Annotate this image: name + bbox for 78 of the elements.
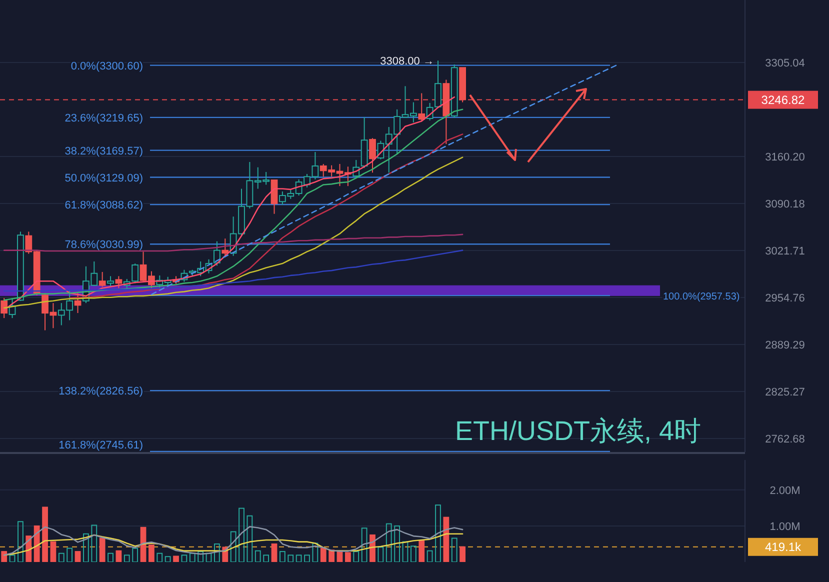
y-tick-label: 3021.71 <box>765 246 805 258</box>
ref-line-label: 78.6%(3030.99) <box>64 239 143 252</box>
line-series <box>3 533 464 556</box>
bar <box>320 548 326 562</box>
bar <box>378 546 384 562</box>
bar <box>353 551 360 562</box>
bar <box>443 516 450 562</box>
y-tick-label: 2825.27 <box>765 386 805 399</box>
y-tick-label: 2.00M <box>770 484 800 497</box>
y-tick-label: 2954.76 <box>765 292 805 305</box>
bar <box>296 554 302 562</box>
bar <box>58 552 64 562</box>
bar <box>99 538 106 562</box>
bar <box>18 521 24 562</box>
y-tick-label: 3305.04 <box>765 58 805 70</box>
line-series <box>3 526 464 556</box>
y-tick-label: 2762.68 <box>765 434 805 446</box>
bar <box>74 551 81 562</box>
bar <box>198 551 204 562</box>
bar <box>116 550 122 562</box>
bar <box>435 504 441 562</box>
bar <box>156 552 163 562</box>
bar <box>164 556 171 562</box>
bar <box>50 541 56 562</box>
ref-line-label: 138.2%(2826.56) <box>58 386 143 398</box>
bar <box>108 552 114 562</box>
y-tick-label: 1.00M <box>770 520 800 533</box>
bar <box>238 508 244 562</box>
bar <box>206 552 212 562</box>
ref-line-label: 3246.82 <box>761 92 806 107</box>
bar <box>254 550 261 562</box>
bar <box>181 554 188 562</box>
bar <box>189 552 196 562</box>
bar <box>402 541 408 562</box>
bar <box>173 556 179 562</box>
bar <box>148 544 154 562</box>
bar <box>280 551 286 562</box>
ref-line-label: 61.8%(3088.62) <box>64 200 143 212</box>
bar <box>344 552 351 562</box>
bar <box>42 506 48 562</box>
bar <box>132 548 138 562</box>
bar <box>460 546 466 562</box>
bar <box>288 554 294 562</box>
bar <box>9 554 16 562</box>
candlestick <box>107 276 114 287</box>
ref-line-label: 50.0%(3129.09) <box>64 172 143 184</box>
line-series <box>150 64 619 296</box>
bar <box>394 525 400 562</box>
y-tick-label: 3160.20 <box>765 152 805 164</box>
bar <box>361 528 368 562</box>
ref-line-label: 23.6%(3219.65) <box>64 112 143 124</box>
bar <box>451 538 458 562</box>
bar <box>418 540 425 562</box>
bar <box>66 548 73 562</box>
ref-line-label: 419.1k <box>764 540 802 554</box>
bar <box>386 523 392 562</box>
y-tick-label: 2889.29 <box>765 340 805 352</box>
bar <box>426 550 433 562</box>
bar <box>246 515 253 562</box>
bar <box>304 554 310 562</box>
ref-line-label: 161.8%(2745.61) <box>58 440 143 452</box>
bar <box>263 554 270 562</box>
y-tick-label: 3090.18 <box>765 198 805 211</box>
bar <box>312 542 318 562</box>
bar <box>124 554 130 562</box>
bar <box>271 543 278 562</box>
bar <box>91 524 98 562</box>
text: ETH/USDT永续, 4时 <box>455 416 702 446</box>
bar <box>34 525 40 562</box>
annotation: 3308.00 → <box>380 56 434 68</box>
ref-line-label: 100.0%(2957.53) <box>663 292 740 303</box>
bar <box>83 533 89 562</box>
ref-line-label: 0.0%(3300.60) <box>70 60 143 72</box>
bar <box>214 543 220 562</box>
bar <box>230 531 236 562</box>
bar <box>410 546 416 562</box>
bar <box>1 551 8 562</box>
ref-line-label: 38.2%(3169.57) <box>64 145 143 158</box>
